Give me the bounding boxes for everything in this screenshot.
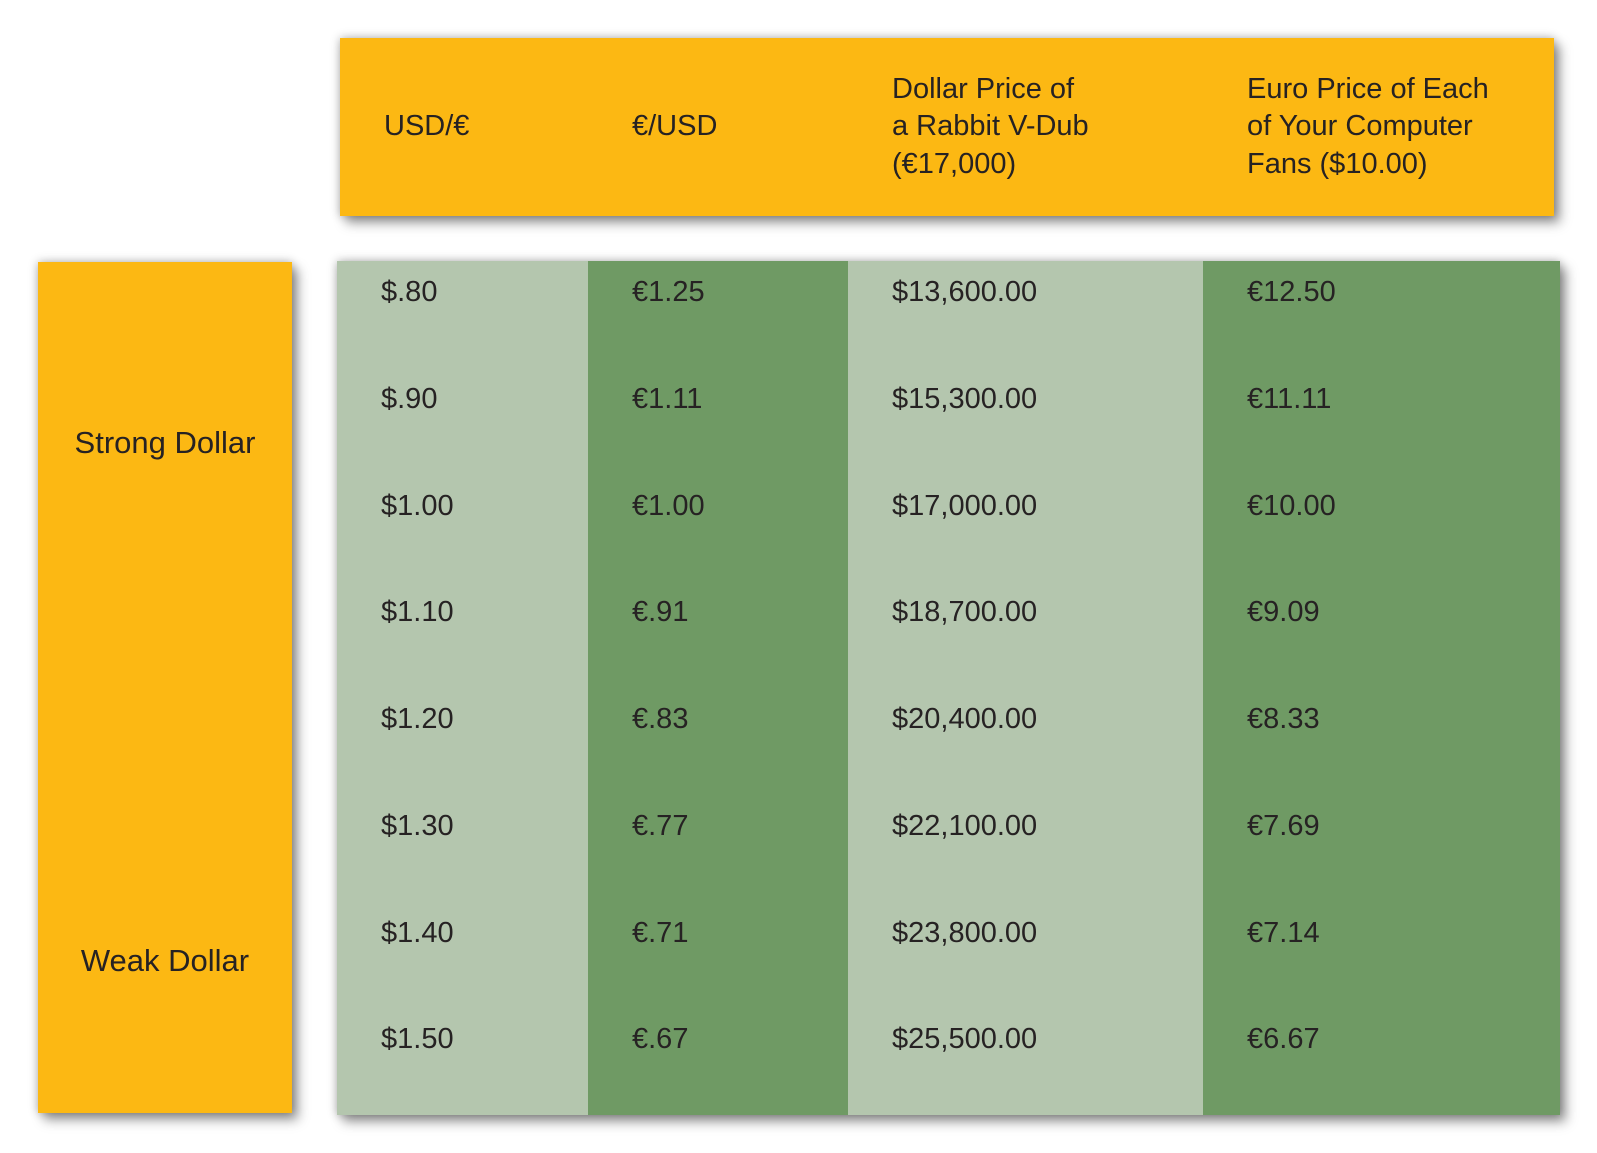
cell-dollar-price: $15,300.00 xyxy=(848,367,1203,475)
cell-eur-rate: €.77 xyxy=(588,794,848,902)
table-row: $1.50 €.67 $25,500.00 €6.67 xyxy=(337,1008,1560,1115)
cell-dollar-price: $25,500.00 xyxy=(848,1008,1203,1115)
cell-euro-price: €7.69 xyxy=(1203,794,1560,902)
cell-euro-price: €7.14 xyxy=(1203,901,1560,1009)
table-body: $.80 €1.25 $13,600.00 €12.50 $.90 €1.11 … xyxy=(337,261,1560,1115)
table-row: $1.20 €.83 $20,400.00 €8.33 xyxy=(337,688,1560,795)
cell-dollar-price: $18,700.00 xyxy=(848,581,1203,688)
row-group-labels-panel: Strong Dollar Weak Dollar xyxy=(38,262,292,1113)
cell-usd-rate: $1.40 xyxy=(337,901,588,1009)
cell-eur-rate: €1.25 xyxy=(588,261,848,368)
header-eur-per-usd: €/USD xyxy=(632,110,718,143)
cell-dollar-price: $17,000.00 xyxy=(848,474,1203,582)
cell-usd-rate: $.80 xyxy=(337,261,588,368)
table-row: $1.40 €.71 $23,800.00 €7.14 xyxy=(337,901,1560,1009)
cell-euro-price: €10.00 xyxy=(1203,474,1560,582)
cell-euro-price: €8.33 xyxy=(1203,688,1560,795)
cell-eur-rate: €1.00 xyxy=(588,474,848,582)
cell-euro-price: €12.50 xyxy=(1203,261,1560,368)
cell-eur-rate: €.91 xyxy=(588,581,848,688)
cell-usd-rate: $1.30 xyxy=(337,794,588,902)
weak-dollar-label: Weak Dollar xyxy=(80,943,250,978)
table-row: $1.30 €.77 $22,100.00 €7.69 xyxy=(337,794,1560,902)
table-header: USD/€ €/USD Dollar Price of a Rabbit V-D… xyxy=(340,38,1554,216)
header-euro-price-fans: Euro Price of Each of Your Computer Fans… xyxy=(1247,73,1489,180)
cell-usd-rate: $1.50 xyxy=(337,1008,588,1115)
header-dollar-price-rabbit: Dollar Price of a Rabbit V-Dub (€17,000) xyxy=(892,73,1089,180)
cell-euro-price: €9.09 xyxy=(1203,581,1560,688)
cell-eur-rate: €.83 xyxy=(588,688,848,795)
cell-euro-price: €6.67 xyxy=(1203,1008,1560,1115)
cell-usd-rate: $1.20 xyxy=(337,688,588,795)
table-row: $1.10 €.91 $18,700.00 €9.09 xyxy=(337,581,1560,688)
cell-euro-price: €11.11 xyxy=(1203,367,1560,475)
cell-usd-rate: $1.10 xyxy=(337,581,588,688)
cell-dollar-price: $22,100.00 xyxy=(848,794,1203,902)
cell-usd-rate: $.90 xyxy=(337,367,588,475)
cell-eur-rate: €.71 xyxy=(588,901,848,1009)
table-row: $.80 €1.25 $13,600.00 €12.50 xyxy=(337,261,1560,368)
strong-dollar-label: Strong Dollar xyxy=(74,425,256,460)
cell-eur-rate: €1.11 xyxy=(588,367,848,475)
table-row: $1.00 €1.00 $17,000.00 €10.00 xyxy=(337,474,1560,582)
cell-usd-rate: $1.00 xyxy=(337,474,588,582)
cell-dollar-price: $20,400.00 xyxy=(848,688,1203,795)
cell-eur-rate: €.67 xyxy=(588,1008,848,1115)
cell-dollar-price: $13,600.00 xyxy=(848,261,1203,368)
header-usd-per-eur: USD/€ xyxy=(384,110,470,143)
cell-dollar-price: $23,800.00 xyxy=(848,901,1203,1009)
table-row: $.90 €1.11 $15,300.00 €11.11 xyxy=(337,367,1560,475)
